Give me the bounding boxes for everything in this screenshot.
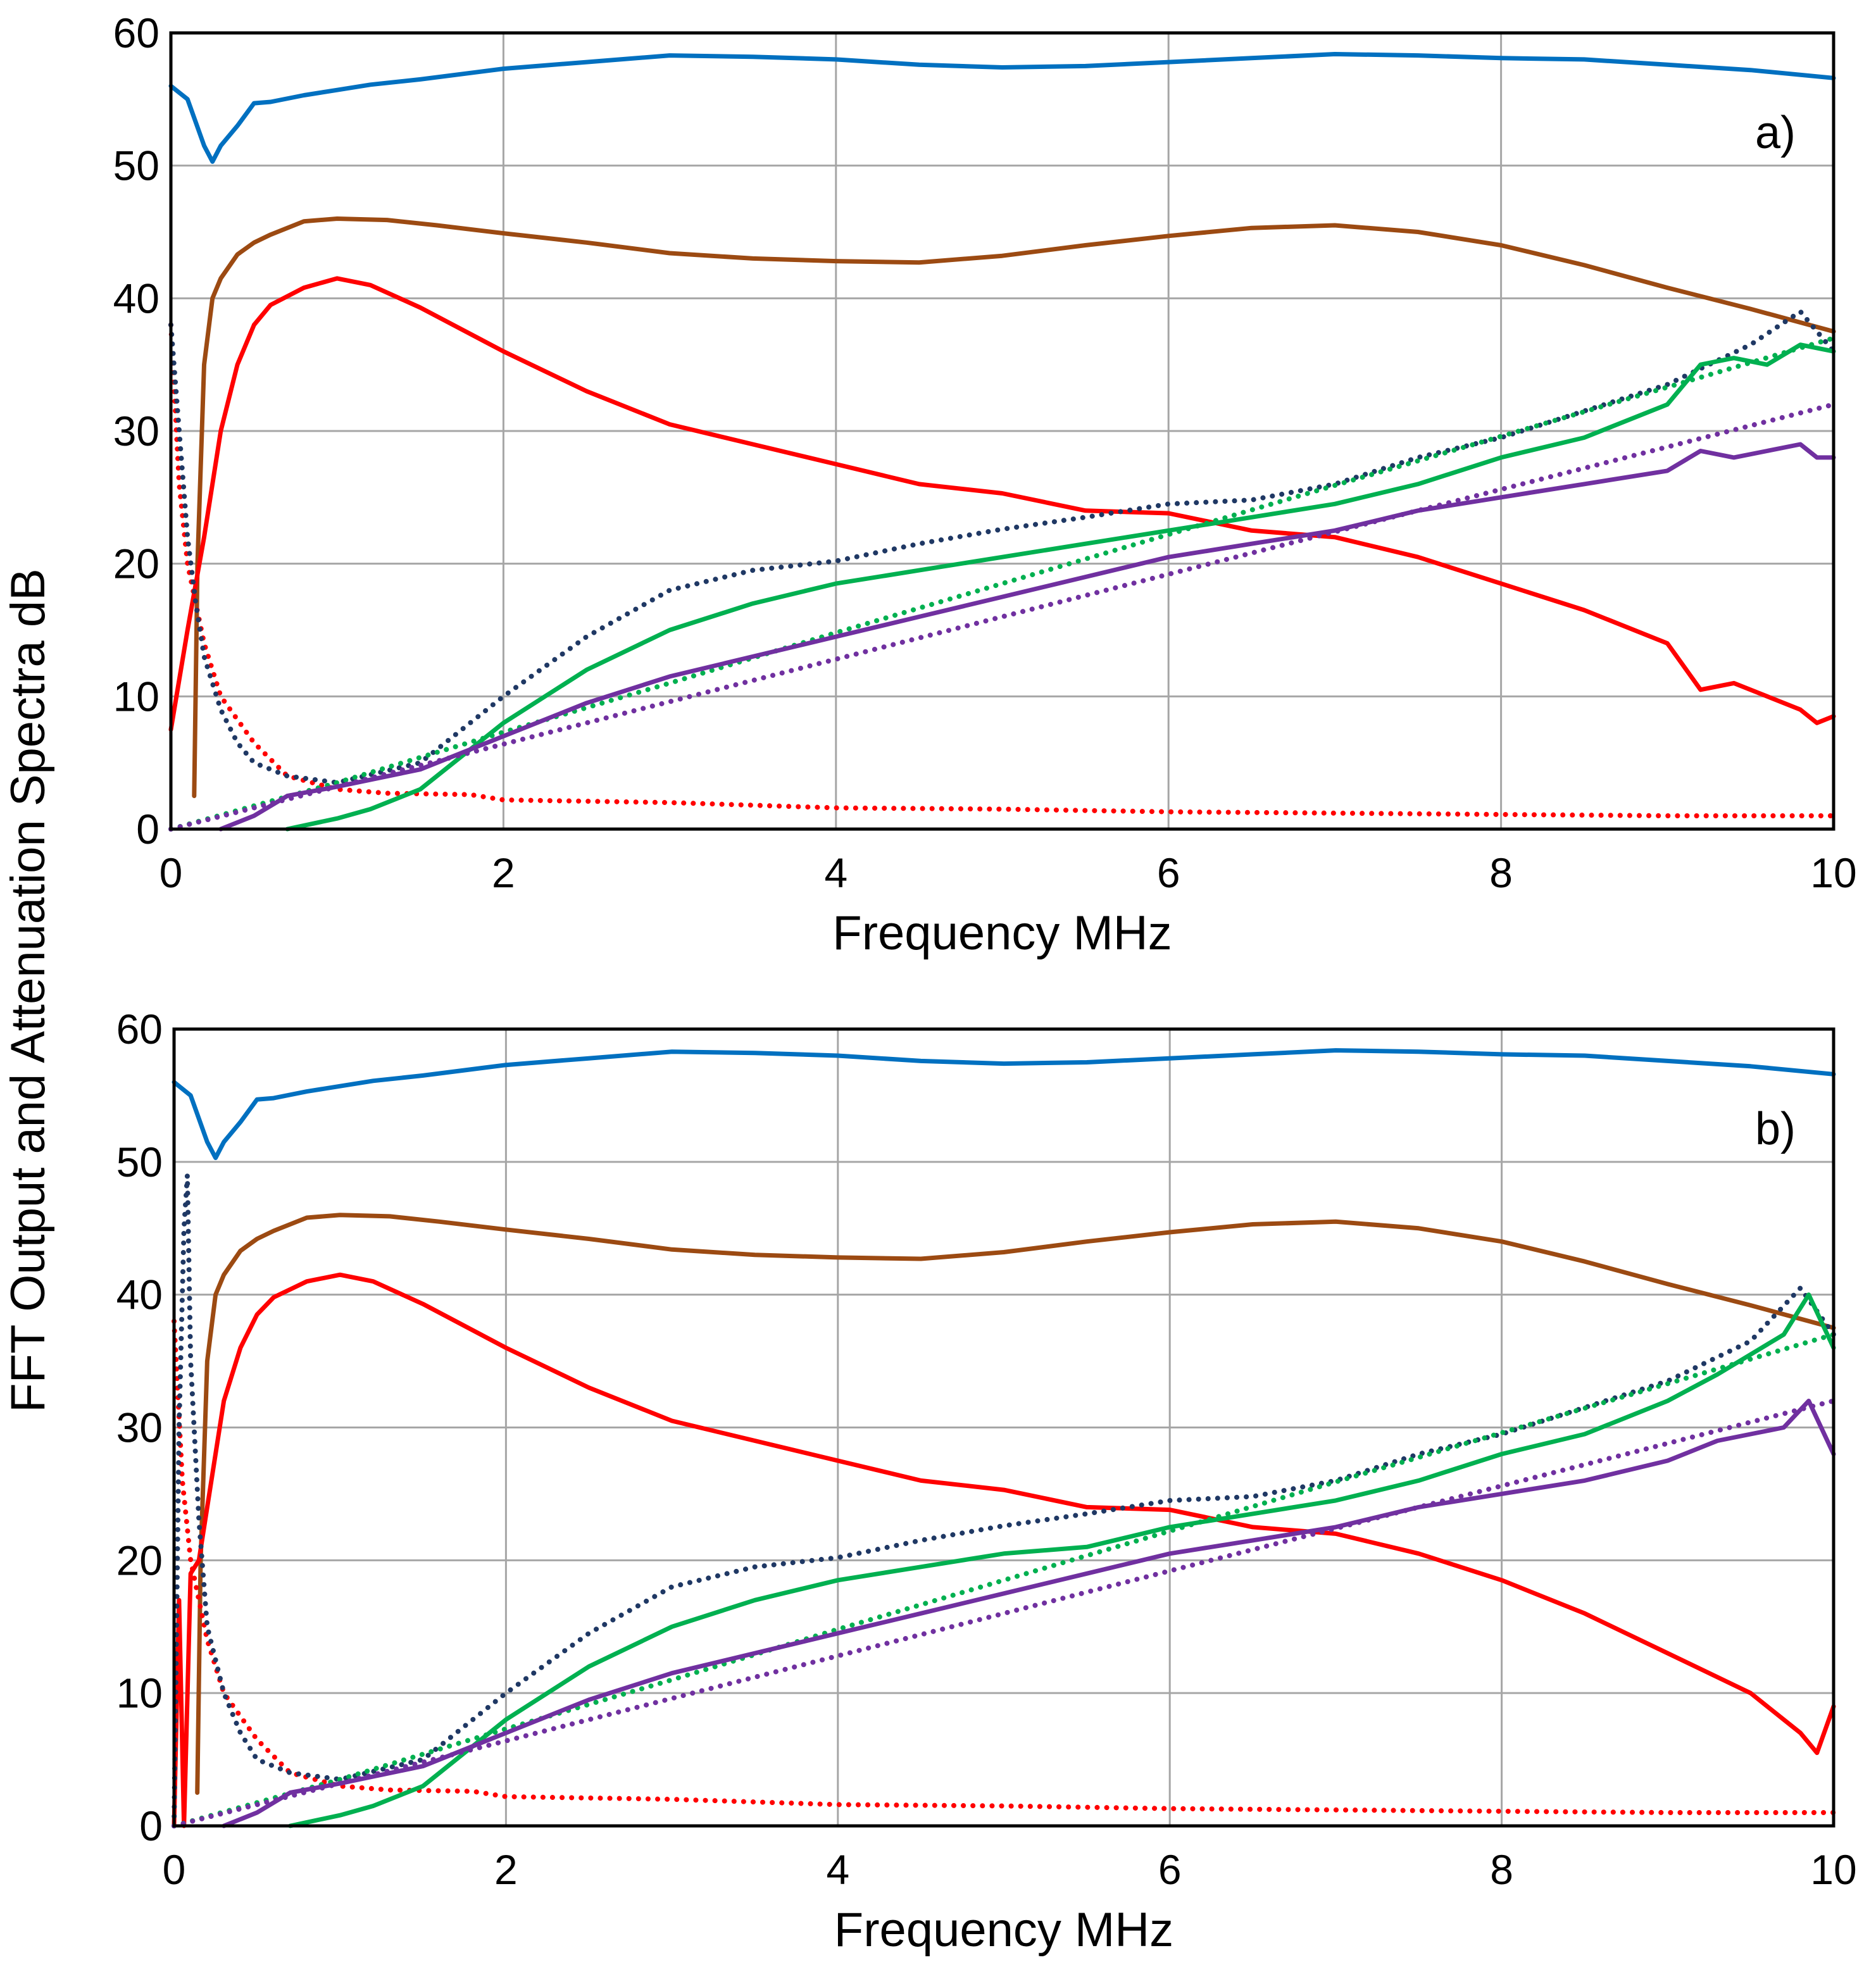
panel-label: b) bbox=[1755, 1104, 1796, 1154]
series-line-purple-dotted bbox=[172, 1398, 1836, 1828]
y-tick-label: 30 bbox=[113, 408, 159, 454]
x-tick-label: 10 bbox=[1810, 1846, 1856, 1893]
series-group bbox=[168, 52, 1836, 832]
x-tick-label: 2 bbox=[494, 1846, 518, 1893]
y-tick-label: 60 bbox=[116, 1006, 163, 1052]
series-line-blue-solid bbox=[172, 1048, 1836, 1160]
series-line-brown-solid bbox=[192, 216, 1836, 799]
y-tick-label: 60 bbox=[113, 9, 159, 56]
x-axis-label: Frequency MHz bbox=[832, 906, 1172, 960]
series-line-green-solid bbox=[285, 342, 1836, 832]
x-tick-label: 4 bbox=[826, 1846, 849, 1893]
x-tick-label: 6 bbox=[1158, 1846, 1182, 1893]
series-line-green-solid bbox=[288, 1292, 1836, 1828]
y-tick-label: 0 bbox=[136, 806, 159, 852]
y-tick-label: 0 bbox=[139, 1802, 163, 1849]
x-tick-label: 0 bbox=[159, 849, 183, 896]
series-line-red-solid bbox=[168, 276, 1836, 732]
x-tick-label: 0 bbox=[163, 1846, 186, 1893]
series-group bbox=[172, 1048, 1836, 1828]
series-line-brown-solid bbox=[195, 1213, 1836, 1795]
x-tick-label: 2 bbox=[492, 849, 515, 896]
series-line-green-dotted bbox=[172, 1332, 1836, 1828]
series-line-red-dotted bbox=[172, 1318, 1836, 1815]
series-line-red-dotted bbox=[168, 322, 1836, 818]
x-tick-label: 4 bbox=[824, 849, 847, 896]
y-tick-label: 20 bbox=[113, 540, 159, 587]
y-tick-label: 50 bbox=[113, 142, 159, 189]
series-line-purple-solid bbox=[218, 442, 1836, 832]
y-tick-label: 30 bbox=[116, 1404, 163, 1451]
series-line-purple-solid bbox=[222, 1399, 1836, 1828]
gridlines bbox=[171, 33, 1834, 829]
series-line-navy-dotted bbox=[168, 309, 1836, 785]
panel-label: a) bbox=[1755, 108, 1796, 158]
series-line-red-solid bbox=[172, 1272, 1836, 1828]
x-tick-label: 8 bbox=[1490, 1846, 1513, 1893]
panel-a: 0 2 4 6 8 10 0 10 20 30 40 50 60 Frequency MHz a) bbox=[113, 9, 1857, 960]
x-tick-label: 10 bbox=[1810, 849, 1856, 896]
y-tick-label: 10 bbox=[113, 673, 159, 720]
x-axis-label: Frequency MHz bbox=[834, 1903, 1173, 1957]
series-line-navy-dotted bbox=[172, 1172, 1836, 1828]
y-tick-label: 40 bbox=[116, 1271, 163, 1318]
gridlines bbox=[174, 1029, 1834, 1826]
y-axis-label: FFT Output and Attenuation Spectra dB bbox=[1, 568, 55, 1413]
x-tick-label: 6 bbox=[1157, 849, 1180, 896]
series-line-purple-dotted bbox=[168, 402, 1836, 832]
plot-frame bbox=[172, 1027, 1835, 1828]
plot-frame bbox=[169, 31, 1835, 831]
series-line-green-dotted bbox=[168, 335, 1836, 832]
y-tick-label: 20 bbox=[116, 1537, 163, 1583]
y-tick-label: 10 bbox=[116, 1670, 163, 1716]
panel-b: 0 2 4 6 8 10 0 10 20 30 40 50 60 Frequency MHz b) bbox=[116, 1006, 1857, 1957]
series-line-blue-solid bbox=[168, 52, 1836, 164]
y-tick-label: 40 bbox=[113, 275, 159, 322]
y-tick-label: 50 bbox=[116, 1139, 163, 1185]
x-tick-label: 8 bbox=[1489, 849, 1513, 896]
